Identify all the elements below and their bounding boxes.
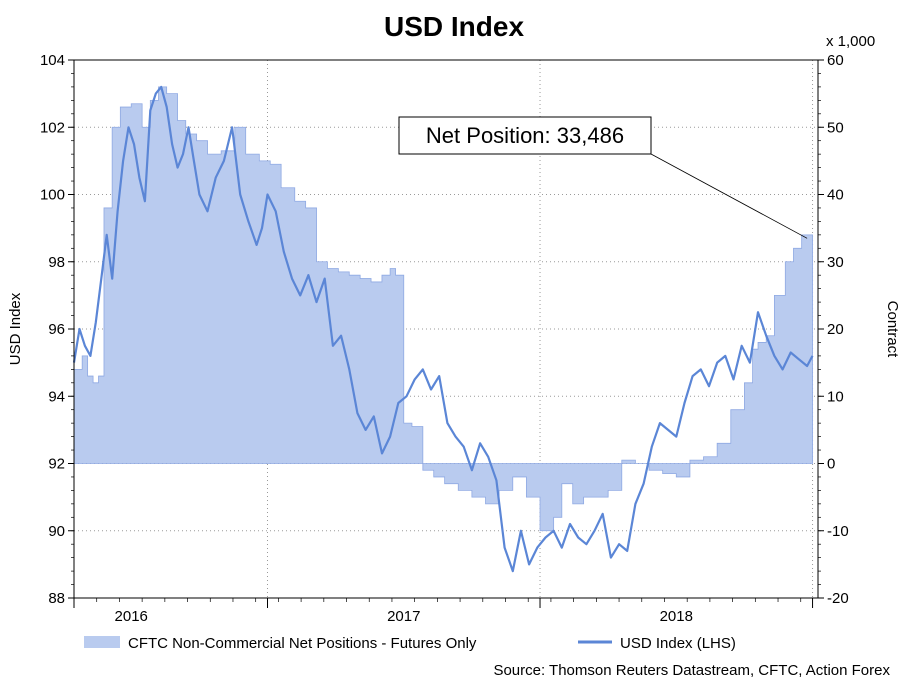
left-axis-label: USD Index <box>7 292 24 365</box>
net-position-annotation: Net Position: 33,486 <box>398 116 808 239</box>
left-axis: 88 90 92 94 96 98 100 102 104 <box>40 52 74 607</box>
legend-label-usd: USD Index (LHS) <box>620 635 736 652</box>
right-tick-label: 20 <box>827 321 844 338</box>
annotation-text: Net Position: 33,486 <box>426 123 624 148</box>
legend-label-cftc: CFTC Non-Commercial Net Positions - Futu… <box>128 635 477 652</box>
right-tick-label: -10 <box>827 523 849 540</box>
right-tick-label: 30 <box>827 254 844 271</box>
left-tick-label: 96 <box>48 321 65 338</box>
right-tick-label: 60 <box>827 52 844 69</box>
chart-title: USD Index <box>384 11 524 42</box>
left-tick-label: 102 <box>40 119 65 136</box>
legend: CFTC Non-Commercial Net Positions - Futu… <box>84 635 736 652</box>
legend-item-usd: USD Index (LHS) <box>578 635 736 652</box>
right-tick-label: 10 <box>827 388 844 405</box>
annotation-leader-line <box>650 153 808 239</box>
legend-swatch-area <box>84 636 120 648</box>
right-tick-label: -20 <box>827 590 849 607</box>
left-tick-label: 104 <box>40 52 65 69</box>
left-tick-label: 90 <box>48 523 65 540</box>
right-axis: -20 -10 0 10 20 30 40 50 60 <box>818 52 849 607</box>
x-tick-label: 2018 <box>660 608 693 625</box>
right-tick-label: 0 <box>827 456 835 473</box>
source-note: Source: Thomson Reuters Datastream, CFTC… <box>493 662 890 679</box>
x-tick-label: 2016 <box>115 608 148 625</box>
right-tick-label: 40 <box>827 187 844 204</box>
left-tick-label: 94 <box>48 388 65 405</box>
usd-index-line <box>72 85 814 573</box>
x-axis: 2016 2017 2018 <box>73 598 814 625</box>
usd-line-layer <box>72 85 814 573</box>
left-tick-label: 92 <box>48 456 65 473</box>
right-axis-label: Contract <box>884 301 901 359</box>
right-tick-label: 50 <box>827 119 844 136</box>
x-tick-label: 2017 <box>387 608 420 625</box>
legend-item-cftc: CFTC Non-Commercial Net Positions - Futu… <box>84 635 477 652</box>
left-tick-label: 98 <box>48 254 65 271</box>
annotation-box <box>398 116 652 155</box>
left-tick-label: 100 <box>40 187 65 204</box>
right-axis-multiplier: x 1,000 <box>826 33 875 50</box>
left-tick-label: 88 <box>48 590 65 607</box>
